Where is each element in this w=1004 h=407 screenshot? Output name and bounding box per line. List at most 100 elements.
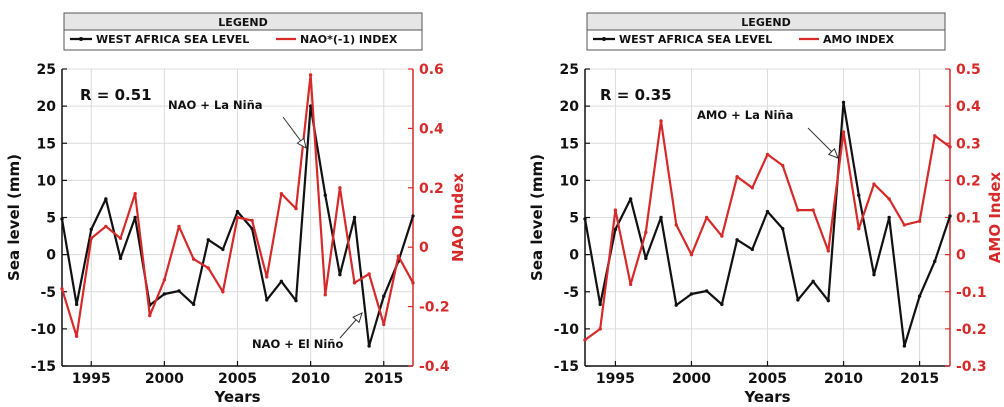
- data-point-0: [902, 344, 907, 348]
- data-point-1: [74, 334, 79, 338]
- data-point-0: [411, 214, 415, 218]
- data-point-1: [411, 281, 415, 285]
- data-point-0: [265, 298, 269, 302]
- data-point-1: [235, 215, 240, 220]
- data-point-0: [628, 197, 633, 201]
- data-point-1: [396, 254, 401, 258]
- data-point-0: [644, 256, 648, 261]
- data-point-1: [841, 130, 846, 134]
- data-point-0: [382, 294, 386, 298]
- data-point-0: [191, 302, 196, 307]
- left-tick-label: 10: [37, 173, 57, 189]
- annotation-label: NAO + El Niño: [252, 337, 343, 351]
- chart-panel-nao: -15 -10 -5 0 5 10 15 20 25 -0.4 -0.2 0 0.2 0.4 0.6 1995…: [5, 12, 467, 406]
- data-point-0: [221, 247, 225, 252]
- data-point-1: [382, 322, 386, 327]
- data-point-0: [750, 247, 754, 252]
- right-tick-label: 0.6: [419, 62, 444, 78]
- right-tick-label: -0.4: [419, 359, 450, 375]
- annotation-arrow-head: [827, 147, 839, 159]
- y-axis-label: Sea level (mm): [528, 154, 546, 281]
- data-point-0: [704, 289, 709, 293]
- left-tick-label: 25: [560, 62, 579, 78]
- x-tick-label: 2010: [291, 371, 330, 387]
- chart-panel-amo: -15 -10 -5 0 5 10 15 20 25 -0.3 -0.2 -0.1 0 0.1 0.2 0.3…: [528, 12, 1004, 406]
- data-point-0: [104, 197, 108, 201]
- data-point-0: [367, 344, 371, 348]
- x-tick-label: 2015: [364, 371, 403, 387]
- legend-entry-1: AMO INDEX: [823, 33, 895, 46]
- data-point-1: [598, 327, 602, 331]
- data-point-1: [367, 272, 371, 276]
- left-tick-label: 0: [569, 248, 579, 264]
- data-point-0: [735, 238, 739, 242]
- x-axis-label: Years: [743, 388, 790, 406]
- data-point-0: [60, 217, 64, 221]
- legend-title: LEGEND: [218, 16, 267, 29]
- data-point-1: [628, 282, 633, 287]
- data-point-1: [294, 206, 298, 211]
- left-tick-label: 25: [37, 62, 56, 78]
- right-tick-label: 0: [956, 248, 966, 264]
- data-point-1: [250, 218, 254, 223]
- data-point-0: [674, 303, 678, 307]
- data-point-1: [948, 145, 952, 149]
- x-tick-label: 2015: [900, 371, 939, 387]
- data-point-1: [279, 192, 284, 196]
- correlation-label: R = 0.35: [600, 86, 672, 104]
- data-point-1: [872, 182, 876, 186]
- left-tick-label: 15: [560, 136, 579, 152]
- data-point-0: [796, 298, 800, 302]
- data-point-0: [948, 214, 952, 218]
- right-tick-label: 0: [419, 240, 429, 256]
- left-tick-label: 5: [46, 211, 56, 227]
- legend-entry-0: WEST AFRICA SEA LEVEL: [96, 33, 249, 46]
- legend-entry-1: NAO*(-1) INDEX: [300, 33, 398, 46]
- data-point-1: [162, 278, 167, 282]
- data-point-1: [133, 192, 137, 196]
- legend-title-bar: [586, 12, 946, 31]
- data-point-1: [765, 152, 770, 157]
- legend-title: LEGEND: [741, 16, 790, 29]
- data-point-1: [720, 234, 724, 238]
- data-point-0: [887, 215, 891, 220]
- right-tick-label: 0.5: [956, 62, 981, 78]
- y-axis-label: Sea level (mm): [5, 154, 23, 281]
- right-tick-label: 0.4: [419, 121, 444, 137]
- data-point-0: [206, 238, 210, 242]
- data-point-1: [674, 223, 678, 227]
- data-point-1: [206, 266, 210, 270]
- data-point-1: [148, 313, 152, 318]
- right-tick-label: 0.3: [956, 136, 981, 152]
- data-point-0: [781, 226, 785, 231]
- data-point-0: [338, 272, 342, 277]
- data-point-0: [235, 209, 240, 214]
- left-tick-label: -5: [40, 285, 56, 301]
- left-tick-label: -15: [31, 359, 56, 375]
- left-tick-label: -10: [554, 322, 580, 338]
- left-tick-label: 5: [569, 211, 579, 227]
- right-tick-label: 0.1: [956, 211, 981, 227]
- annotation-label: NAO + La Niña: [168, 98, 263, 112]
- data-point-0: [89, 227, 93, 232]
- left-tick-label: 10: [560, 173, 580, 189]
- right-tick-label: -0.2: [956, 322, 987, 338]
- data-point-1: [750, 186, 754, 190]
- legend-marker-0: [602, 37, 606, 41]
- right-tick-label: -0.3: [956, 359, 987, 375]
- data-point-0: [308, 104, 313, 108]
- data-point-1: [796, 208, 800, 212]
- data-point-1: [221, 290, 225, 294]
- data-point-1: [781, 163, 785, 168]
- data-point-1: [191, 257, 196, 261]
- right-tick-label: -0.2: [419, 300, 450, 316]
- data-point-1: [735, 174, 739, 179]
- right-tick-label: 0.2: [419, 181, 444, 197]
- left-tick-label: 15: [37, 136, 56, 152]
- x-tick-label: 2005: [748, 371, 787, 387]
- left-tick-label: -5: [563, 285, 579, 301]
- right-tick-label: -0.1: [956, 285, 987, 301]
- data-point-1: [902, 223, 907, 227]
- data-point-0: [162, 292, 167, 296]
